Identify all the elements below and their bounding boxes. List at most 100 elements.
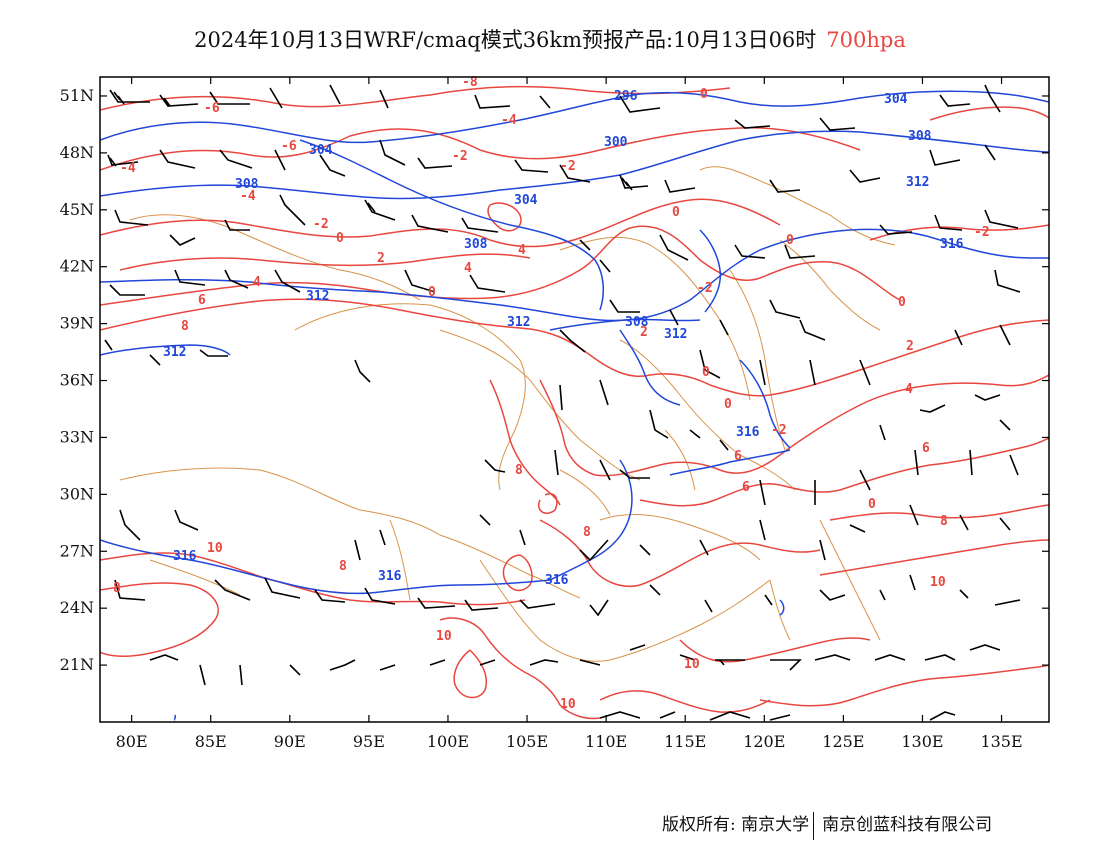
temp-label: 10 (436, 629, 452, 644)
lon-tick-label: 90E (274, 732, 306, 751)
pressure-level-label: 700hpa (826, 28, 906, 52)
temp-label: 4 (905, 382, 913, 397)
copyright-footer: 版权所有: 南京大学 南京创蓝科技有限公司 (662, 810, 992, 840)
temp-label: 8 (583, 525, 591, 540)
temp-label: 8 (181, 319, 189, 334)
height-label: 316 (940, 237, 964, 252)
temp-label: -2 (560, 159, 576, 174)
height-label: 312 (163, 345, 186, 360)
lon-tick-label: 125E (822, 732, 864, 751)
map-title-text: 2024年10月13日WRF/cmaq模式36km预报产品:10月13日06时 (194, 28, 817, 52)
lat-tick-label: 45N (60, 200, 94, 219)
height-label: 316 (173, 549, 197, 564)
temp-label: -2 (974, 225, 990, 240)
lat-tick-label: 21N (60, 655, 94, 674)
temp-label: 10 (684, 657, 700, 672)
temp-label: -8 (462, 75, 478, 90)
lat-tick-label: 30N (60, 484, 94, 503)
temp-label: 0 (786, 233, 794, 248)
temp-label: 0 (898, 295, 906, 310)
geopotential-contour-labels: 296 300 304 304 304 308 308 308 312 312 … (163, 89, 964, 588)
height-label: 296 (614, 89, 638, 104)
lat-tick-label: 27N (60, 541, 94, 560)
lat-tick-label: 42N (60, 257, 94, 276)
temp-label: 0 (428, 285, 436, 300)
lon-tick-label: 120E (743, 732, 785, 751)
height-label: 312 (906, 175, 929, 190)
latitude-axis: 51N 48N 45N 42N 39N 36N 33N 30N 27N 24N 21N (60, 86, 1049, 674)
temp-label: 4 (253, 275, 261, 290)
lon-tick-label: 115E (664, 732, 706, 751)
temp-label: 8 (339, 559, 347, 574)
height-label: 308 (464, 237, 488, 252)
temperature-contour-labels: -8 -6 -6 -4 -4 -4 -2 -2 -2 0 0 0 0 0 0 2… (113, 75, 990, 712)
height-label: 308 (235, 177, 259, 192)
temp-label: 8 (515, 463, 523, 478)
height-label: 312 (507, 315, 530, 330)
border-lines (119, 166, 896, 662)
temperature-isolines (100, 85, 1049, 720)
temp-label: -6 (281, 139, 297, 154)
height-label: 316 (378, 569, 402, 584)
temp-label: 6 (734, 449, 742, 464)
longitude-axis: 80E 85E 90E 95E 100E 105E 110E 115E 120E 125E 130E… (116, 77, 1023, 751)
lon-tick-label: 100E (427, 732, 469, 751)
plot-frame (99, 76, 1050, 723)
temp-label: 6 (922, 441, 930, 456)
lat-tick-label: 24N (60, 598, 94, 617)
lat-tick-label: 48N (60, 143, 94, 162)
temp-label: -4 (120, 161, 136, 176)
height-label: 312 (306, 289, 329, 304)
temp-label: 8 (940, 514, 948, 529)
temp-label: -2 (452, 149, 468, 164)
temp-label: 0 (724, 397, 732, 412)
temp-label: 2 (906, 339, 914, 354)
temp-label: -2 (697, 281, 713, 296)
lat-tick-label: 39N (60, 314, 94, 333)
temp-label: 4 (464, 261, 472, 276)
copyright-company: 南京创蓝科技有限公司 (822, 815, 993, 835)
temp-label: 10 (930, 575, 946, 590)
lat-tick-label: 36N (60, 371, 94, 390)
lon-tick-label: 80E (116, 732, 148, 751)
temp-label: 6 (742, 480, 750, 495)
wind-barbs (104, 84, 1021, 721)
lon-tick-label: 95E (353, 732, 385, 751)
lon-tick-label: 110E (585, 732, 627, 751)
temp-label: 0 (672, 205, 680, 220)
temp-label: -4 (240, 189, 256, 204)
lat-tick-label: 51N (60, 86, 94, 105)
temp-label: 0 (700, 87, 708, 102)
temp-label: 10 (560, 697, 576, 712)
temp-label: 0 (702, 365, 710, 380)
height-label: 300 (604, 135, 628, 150)
lon-tick-label: 105E (506, 732, 548, 751)
temp-label: -6 (204, 101, 220, 116)
temp-label: -2 (771, 423, 787, 438)
height-label: 316 (545, 573, 569, 588)
height-label: 304 (514, 193, 538, 208)
height-label: 308 (625, 315, 649, 330)
lat-tick-label: 33N (60, 427, 94, 446)
temp-label: 8 (113, 581, 121, 596)
height-label: 304 (309, 143, 333, 158)
copyright-owner: 版权所有: 南京大学 (662, 815, 810, 835)
height-label: 312 (664, 327, 687, 342)
temp-label: 6 (198, 293, 206, 308)
lon-tick-label: 85E (195, 732, 227, 751)
height-label: 316 (736, 425, 760, 440)
temp-label: -2 (313, 217, 329, 232)
footer-divider (813, 811, 815, 840)
temp-label: -4 (501, 113, 517, 128)
temp-label: 4 (518, 243, 526, 258)
lon-tick-label: 135E (980, 732, 1022, 751)
temp-label: 2 (640, 325, 648, 340)
temp-label: 0 (336, 231, 344, 246)
temp-label: 10 (207, 541, 223, 556)
temp-label: 0 (868, 497, 876, 512)
temp-label: 2 (377, 251, 385, 266)
height-label: 304 (884, 92, 908, 107)
map-title: 2024年10月13日WRF/cmaq模式36km预报产品:10月13日06时 7… (0, 24, 1100, 54)
lon-tick-label: 130E (901, 732, 943, 751)
